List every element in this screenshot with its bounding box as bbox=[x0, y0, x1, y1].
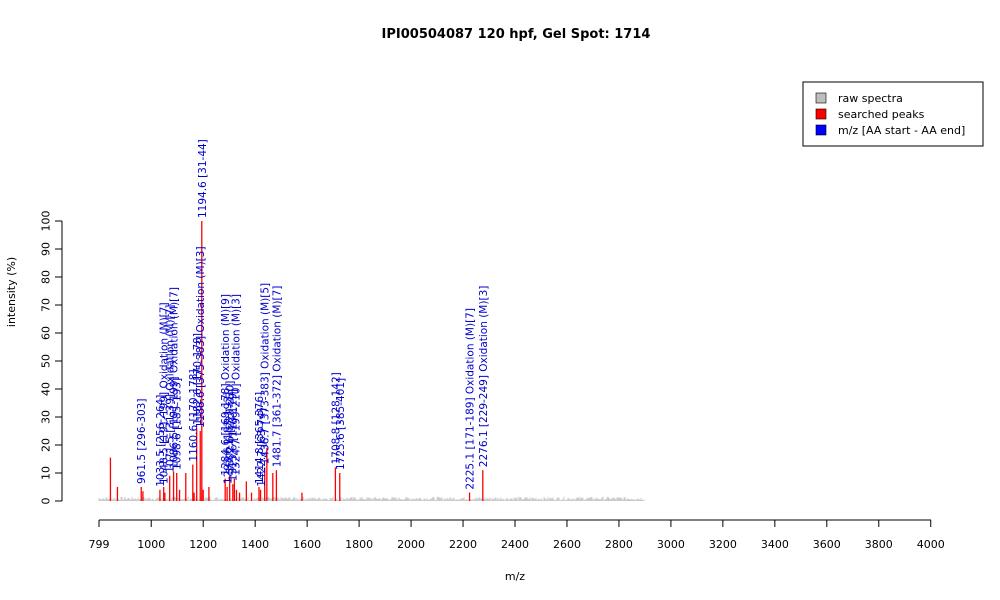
x-tick-label: 1200 bbox=[189, 538, 217, 551]
peak-annotation: 1071.5 [31-39] Oxidation (M)[7] bbox=[165, 305, 177, 473]
legend-swatch-searched bbox=[815, 108, 827, 120]
y-axis-label: intensity (%) bbox=[5, 257, 18, 327]
legend-box bbox=[802, 81, 984, 147]
legend-label-annotation: m/z [AA start - AA end] bbox=[838, 124, 965, 137]
peak-annotation: 1313.6 [110-119] bbox=[228, 389, 240, 481]
peak-annotation: 1414.8 [365-376] bbox=[254, 392, 266, 484]
x-tick-label: 2600 bbox=[553, 538, 581, 551]
peak-annotation: 1194.6 [31-44] bbox=[197, 139, 209, 218]
searched-peaks-layer bbox=[109, 221, 484, 501]
y-tick-label: 50 bbox=[40, 354, 53, 368]
peak-annotations-layer: 961.5 [296-303] 1033.5 [256-264]1048.5 [1… bbox=[136, 139, 490, 489]
x-tick-label: 2400 bbox=[501, 538, 529, 551]
peak-annotation: 2276.1 [229-249] Oxidation (M)[3] bbox=[478, 286, 490, 468]
x-tick-label: 3400 bbox=[761, 538, 789, 551]
x-tick-label: 1800 bbox=[345, 538, 373, 551]
x-tick-label: 799 bbox=[89, 538, 110, 551]
x-tick-label: 4000 bbox=[917, 538, 945, 551]
y-tick-label: 40 bbox=[40, 382, 53, 396]
peak-annotation: 1098.6 [185-193] bbox=[172, 378, 184, 470]
legend-label-raw: raw spectra bbox=[838, 92, 903, 105]
peak-annotation: 1422.7 [63-74] bbox=[256, 408, 268, 487]
x-axis: 799 1000 1200 1400 1600 1800 2000 2200 2400 2600 2… bbox=[89, 519, 945, 551]
peak-annotation: 1708.8 [128-142] bbox=[330, 372, 342, 464]
peak-annotation: 1293.6 [183-193] bbox=[222, 392, 234, 484]
x-tick-label: 2000 bbox=[397, 538, 425, 551]
peak-annotation: 1436.7 [373-383] Oxidation (M)[5] bbox=[260, 283, 272, 465]
legend-swatch-raw bbox=[815, 92, 827, 104]
y-axis: 0 10 20 30 40 50 60 70 80 90 100 bbox=[40, 211, 63, 505]
legend: raw spectra searched peaks m/z [AA start… bbox=[802, 81, 984, 147]
y-tick-label: 80 bbox=[40, 270, 53, 284]
y-tick-label: 60 bbox=[40, 326, 53, 340]
x-tick-label: 3000 bbox=[657, 538, 685, 551]
y-tick-label: 90 bbox=[40, 242, 53, 256]
y-tick-label: 70 bbox=[40, 298, 53, 312]
x-tick-label: 2200 bbox=[449, 538, 477, 551]
peak-annotation: 1048.5 [191-199] Oxidation (M)[7] bbox=[159, 302, 171, 484]
peak-annotation: 1284.6 [169-178] Oxidation (M)[9] bbox=[220, 294, 232, 476]
chart-title: IPI00504087 120 hpf, Gel Spot: 1714 bbox=[382, 27, 651, 42]
legend-swatch-annotation bbox=[815, 124, 827, 136]
peak-annotation: 961.5 [296-303] bbox=[136, 399, 148, 484]
peak-annotation: 1725.6 [385-401] bbox=[335, 378, 347, 470]
y-tick-label: 10 bbox=[40, 466, 53, 480]
y-tick-label: 100 bbox=[40, 211, 53, 232]
raw-spectra-layer bbox=[98, 496, 645, 501]
x-tick-label: 1400 bbox=[241, 538, 269, 551]
peak-annotation: 1033.5 [256-264] bbox=[155, 395, 167, 487]
x-tick-label: 1600 bbox=[293, 538, 321, 551]
peak-annotation: 1188.6 [375-383] Oxidation (M)[3] bbox=[195, 246, 207, 428]
peak-annotation: 1086.5 [191-199] Oxidation (M)[7] bbox=[169, 287, 181, 469]
peak-annotation: 2225.1 [171-189] Oxidation (M)[7] bbox=[465, 308, 477, 490]
y-tick-label: 20 bbox=[40, 438, 53, 452]
x-tick-label: 1000 bbox=[137, 538, 165, 551]
x-axis-label: m/z bbox=[505, 570, 525, 583]
peak-annotation: 1182.6 [170-178] bbox=[192, 333, 204, 425]
legend-label-searched: searched peaks bbox=[838, 108, 925, 121]
peak-annotation: 1324.7 [199-210] Oxidation (M)[3] bbox=[230, 294, 242, 476]
raw-spectrum-noise bbox=[98, 496, 645, 501]
x-tick-label: 2800 bbox=[605, 538, 633, 551]
peak-annotation: 1160.6 [170-178] bbox=[188, 369, 200, 461]
y-tick-label: 0 bbox=[40, 498, 53, 505]
y-tick-label: 30 bbox=[40, 410, 53, 424]
peak-annotation: 1302.6 [220-230] bbox=[225, 381, 237, 473]
x-tick-label: 3600 bbox=[813, 538, 841, 551]
peak-annotation: 1481.7 [361-372] Oxidation (M)[7] bbox=[271, 286, 283, 468]
x-tick-label: 3800 bbox=[865, 538, 893, 551]
x-tick-label: 3200 bbox=[709, 538, 737, 551]
